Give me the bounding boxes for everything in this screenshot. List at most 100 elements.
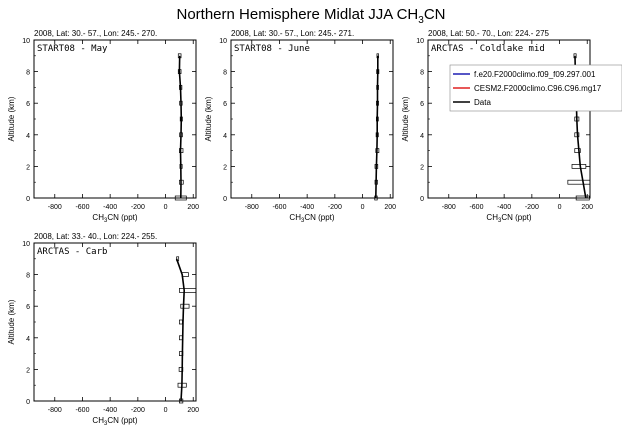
y-tick-label: 10 [22,241,30,248]
figure-title: Northern Hemisphere Midlat JJA CH3CN [177,6,446,26]
y-tick-label: 8 [26,70,30,77]
panel-header: 2008, Lat: 30.- 57., Lon: 245.- 270. [34,29,157,38]
data-line [178,55,183,199]
y-tick-label: 4 [223,133,227,140]
y-axis-label: Altitude (km) [401,96,410,141]
panel-header: 2008, Lat: 30.- 57., Lon: 245.- 271. [231,29,354,38]
x-tick-label: -800 [48,407,62,414]
y-tick-label: 8 [223,70,227,77]
campaign-label: ARCTAS - Coldlake mid [431,44,545,54]
spread-box [179,319,183,325]
spread-box [179,288,197,293]
x-tick-label: -200 [328,204,342,211]
y-tick-label: 2 [26,164,30,171]
x-tick-label: -600 [75,407,89,414]
x-axis-label-part: CN (ppt) [107,213,138,222]
x-tick-label: 200 [187,407,199,414]
data-line [175,258,186,402]
x-tick-label: -400 [300,204,314,211]
panel-2: 2008, Lat: 30.- 57., Lon: 245.- 271. STAR… [204,29,396,224]
campaign-label: ARCTAS - Carb [37,247,107,257]
y-axis-label: Altitude (km) [7,96,16,141]
y-tick-label: 4 [26,336,30,343]
y-tick-label: 8 [26,273,30,280]
y-tick-label: 4 [26,133,30,140]
campaign-label: START08 - June [234,44,310,54]
spread-box [567,179,591,185]
spread-box [571,164,587,169]
x-tick-label: -200 [131,204,145,211]
y-tick-label: 0 [420,196,424,203]
plot-frame [33,39,197,199]
y-tick-label: 10 [219,38,227,45]
x-axis-label: CH3CN (ppt) [486,213,531,224]
y-tick-label: 0 [223,196,227,203]
x-axis-label-sub: 3 [104,421,108,427]
x-tick-label: -600 [75,204,89,211]
x-axis-label-part: CH [92,416,104,425]
x-tick-label: 200 [384,204,396,211]
spread-box [575,195,590,201]
y-tick-label: 4 [420,133,424,140]
plot-frame [427,39,591,199]
x-tick-label: -400 [103,204,117,211]
spread-box [574,148,581,153]
x-axis-label-part: CH [289,213,301,222]
x-axis-label: CH3CN (ppt) [92,213,137,224]
x-axis-label-sub: 3 [498,218,502,224]
legend-label: Data [474,98,491,107]
y-tick-label: 2 [223,164,227,171]
panel-header: 2008, Lat: 33.- 40., Lon: 224.- 255. [34,232,157,241]
y-tick-label: 6 [420,101,424,108]
x-tick-label: -400 [497,204,511,211]
data-line [375,55,379,199]
panel-header: 2008, Lat: 50.- 70., Lon: 224.- 275 [428,29,550,38]
y-tick-label: 2 [26,367,30,374]
legend-label: f.e20.F2000climo.f09_f09.297.001 [474,70,596,79]
legend-label: CESM2.F2000climo.C96.C96.mg17 [474,84,602,93]
x-tick-label: -600 [272,204,286,211]
x-tick-label: 0 [164,204,168,211]
y-tick-label: 6 [26,101,30,108]
plot-frame [33,242,197,402]
x-axis-label: CH3CN (ppt) [289,213,334,224]
campaign-label: START08 - May [37,44,108,54]
y-tick-label: 6 [26,304,30,311]
panel-3: 2008, Lat: 50.- 70., Lon: 224.- 275 ARCTA… [401,29,593,224]
x-axis-label: CH3CN (ppt) [92,416,137,427]
x-tick-label: -800 [48,204,62,211]
x-tick-label: -600 [469,204,483,211]
x-axis-label-part: CN (ppt) [501,213,532,222]
legend-box [449,64,622,112]
panel-4: 2008, Lat: 33.- 40., Lon: 224.- 255. ARCT… [7,232,199,427]
y-tick-label: 6 [223,101,227,108]
y-tick-label: 2 [420,164,424,171]
y-axis-label: Altitude (km) [7,299,16,344]
y-tick-label: 10 [416,38,424,45]
x-axis-label-part: CN (ppt) [107,416,138,425]
panel-1: 2008, Lat: 30.- 57., Lon: 245.- 270. STAR… [7,29,199,224]
x-tick-label: 0 [361,204,365,211]
x-axis-label-sub: 3 [301,218,305,224]
x-axis-label-part: CH [92,213,104,222]
plot-frame [230,39,394,199]
x-axis-label-sub: 3 [104,218,108,224]
spread-box [180,303,190,309]
x-tick-label: -200 [131,407,145,414]
x-tick-label: -800 [442,204,456,211]
x-tick-label: -800 [245,204,259,211]
x-tick-label: -200 [525,204,539,211]
x-tick-label: 0 [164,407,168,414]
legend: f.e20.F2000climo.f09_f09.297.001 CESM2.F2… [449,64,622,112]
x-axis-label-part: CN (ppt) [304,213,335,222]
x-tick-label: -400 [103,407,117,414]
y-axis-label: Altitude (km) [204,96,213,141]
x-tick-label: 0 [558,204,562,211]
y-tick-label: 8 [420,70,424,77]
x-axis-label-part: CH [486,213,498,222]
y-tick-label: 10 [22,38,30,45]
x-tick-label: 200 [581,204,593,211]
y-tick-label: 0 [26,196,30,203]
y-tick-label: 0 [26,399,30,406]
